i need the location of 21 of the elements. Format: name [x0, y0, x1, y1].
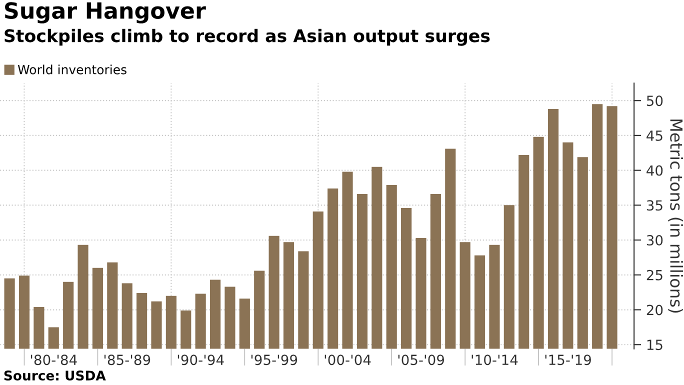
x-tick-label: '95-'99 — [251, 354, 298, 366]
x-tick-label: '10-'14 — [472, 354, 518, 366]
x-tick-label: '90-'94 — [178, 354, 224, 366]
x-tick-label: '15-'19 — [545, 354, 591, 366]
legend-label: World inventories — [18, 64, 126, 74]
y-tick-label: 30 — [646, 235, 663, 246]
x-tick-label: '80-'84 — [30, 354, 77, 366]
source-note: Source: USDA — [4, 370, 106, 381]
chart-subtitle: Stockpiles climb to record as Asian output surges — [4, 28, 490, 46]
y-tick-label: 35 — [646, 200, 662, 211]
y-tick-label: 25 — [646, 270, 662, 280]
y-tick-label: 15 — [647, 340, 662, 350]
x-tick-label: '00-'04 — [324, 354, 371, 366]
x-tick-label: '85-'89 — [104, 354, 150, 366]
y-axis-title: Metric tons (in millions) — [668, 120, 683, 313]
y-tick-label: 50 — [646, 96, 663, 106]
x-tick-label: '05-'09 — [398, 354, 444, 366]
y-tick-label: 45 — [646, 130, 662, 141]
y-tick-label: 40 — [646, 165, 663, 176]
chart-title: Sugar Hangover — [5, 2, 206, 24]
y-tick-label: 20 — [646, 304, 663, 316]
